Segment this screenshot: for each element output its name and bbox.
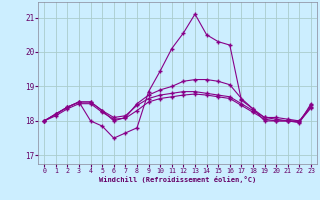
X-axis label: Windchill (Refroidissement éolien,°C): Windchill (Refroidissement éolien,°C)	[99, 176, 256, 183]
